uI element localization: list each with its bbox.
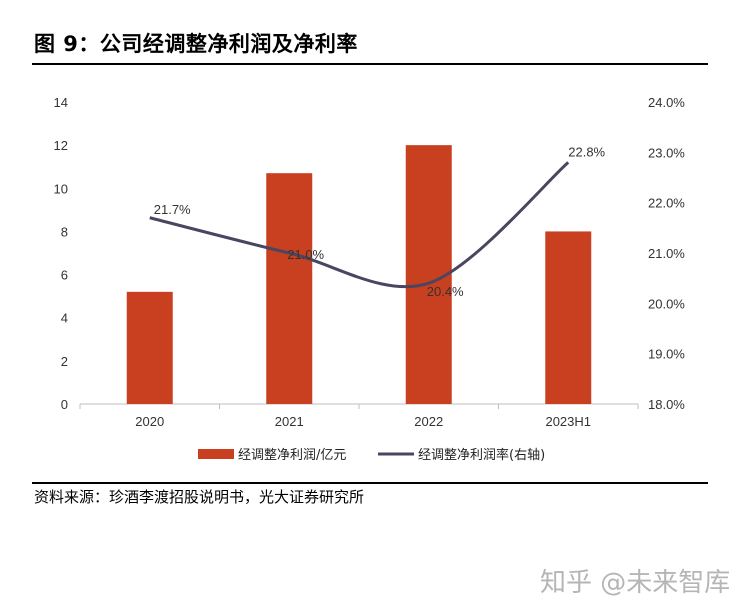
line-data-labels: 21.7% 21.0% 20.4% 22.8% [154, 144, 606, 299]
right-axis-ticks: 18.0% 19.0% 20.0% 21.0% 22.0% 23.0% 24.0% [648, 95, 685, 412]
line-data-label: 20.4% [427, 284, 464, 299]
source-rule [32, 482, 708, 484]
y-tick-label: 14 [54, 95, 68, 110]
y-tick-label: 10 [54, 181, 68, 196]
y-tick-label: 12 [54, 138, 68, 153]
line-data-label: 21.0% [287, 247, 324, 262]
y2-tick-label: 20.0% [648, 296, 685, 311]
figure-title: 图 9：公司经调整净利润及净利率 [34, 32, 358, 56]
x-tick-label: 2023H1 [545, 414, 591, 429]
x-tick-label: 2020 [135, 414, 164, 429]
margin-line [149, 161, 570, 289]
bar [126, 291, 173, 404]
x-tick-label: 2021 [275, 414, 304, 429]
line-data-label: 21.7% [154, 202, 191, 217]
title-rule [32, 63, 708, 65]
y-tick-label: 0 [61, 397, 68, 412]
source-note: 资料来源：珍酒李渡招股说明书，光大证券研究所 [34, 488, 365, 506]
y2-tick-label: 22.0% [648, 196, 685, 211]
bar [545, 231, 592, 404]
x-axis-ticks: 2020 2021 2022 2023H1 [79, 404, 639, 429]
y-tick-label: 4 [61, 311, 68, 326]
line-data-label: 22.8% [568, 144, 605, 159]
chart-legend: 经调整净利润/亿元 经调整净利润率(右轴) [198, 447, 545, 463]
y2-tick-label: 23.0% [648, 145, 685, 160]
x-tick-label: 2022 [414, 414, 443, 429]
legend-line-label: 经调整净利润率(右轴) [418, 447, 545, 463]
y2-tick-label: 21.0% [648, 246, 685, 261]
watermark: 知乎 @未来智库 [540, 568, 731, 598]
legend-bar-swatch [198, 449, 234, 459]
y2-tick-label: 18.0% [648, 397, 685, 412]
combo-chart: 0 2 4 6 8 10 12 14 18.0% 19.0% 20.0% 21.0% 22.0% 23.… [54, 95, 686, 463]
legend-bar-label: 经调整净利润/亿元 [238, 448, 346, 463]
left-axis-ticks: 0 2 4 6 8 10 12 14 [54, 95, 68, 412]
y-tick-label: 6 [61, 268, 68, 283]
bar-series [126, 145, 592, 404]
bar [266, 173, 313, 404]
y2-tick-label: 19.0% [648, 347, 685, 362]
y-tick-label: 2 [61, 354, 68, 369]
y2-tick-label: 24.0% [648, 95, 685, 110]
y-tick-label: 8 [61, 224, 68, 239]
